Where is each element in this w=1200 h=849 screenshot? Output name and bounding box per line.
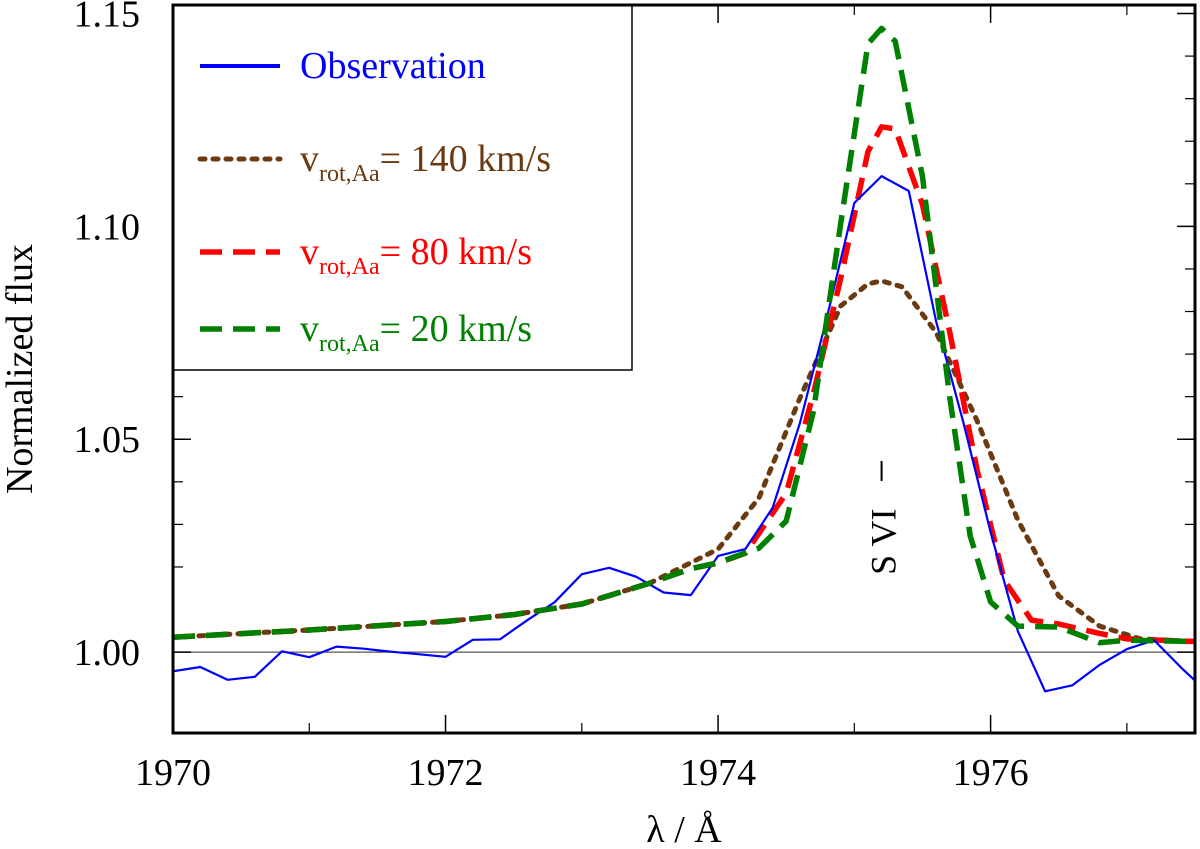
legend: Observation vrot,Aa= 140 km/s vrot,Aa= 80 … [197, 45, 551, 357]
plot-frame [171, 3, 1197, 735]
x-tick-label: 1970 [135, 752, 211, 794]
y-tick-label: 1.15 [74, 0, 141, 36]
legend-label-3: vrot,Aa= 20 km/s [300, 308, 532, 357]
y-tick-label: 1.10 [74, 206, 141, 248]
y-tick-labels: 1.00 1.05 1.10 1.15 [74, 0, 141, 674]
legend-label-0: Observation [300, 45, 486, 87]
x-tick-labels: 1970 1972 1974 1976 [135, 752, 1029, 794]
series-layer [173, 25, 1195, 693]
series-line-1 [173, 278, 1195, 644]
series-line-0 [173, 175, 1195, 693]
x-axis-label: λ / Å [646, 809, 722, 849]
y-tick-label: 1.00 [74, 632, 141, 674]
legend-label-1: vrot,Aa= 140 km/s [300, 138, 551, 187]
legend-label-2: vrot,Aa= 80 km/s [300, 231, 532, 280]
x-tick-label: 1974 [680, 752, 756, 794]
line-id-annotation: S VI [864, 509, 904, 575]
y-tick-label: 1.05 [74, 419, 141, 461]
series-line-3 [173, 25, 1195, 646]
x-tick-label: 1976 [953, 752, 1029, 794]
x-tick-label: 1972 [408, 752, 484, 794]
y-axis-label: Normalized flux [0, 244, 41, 494]
